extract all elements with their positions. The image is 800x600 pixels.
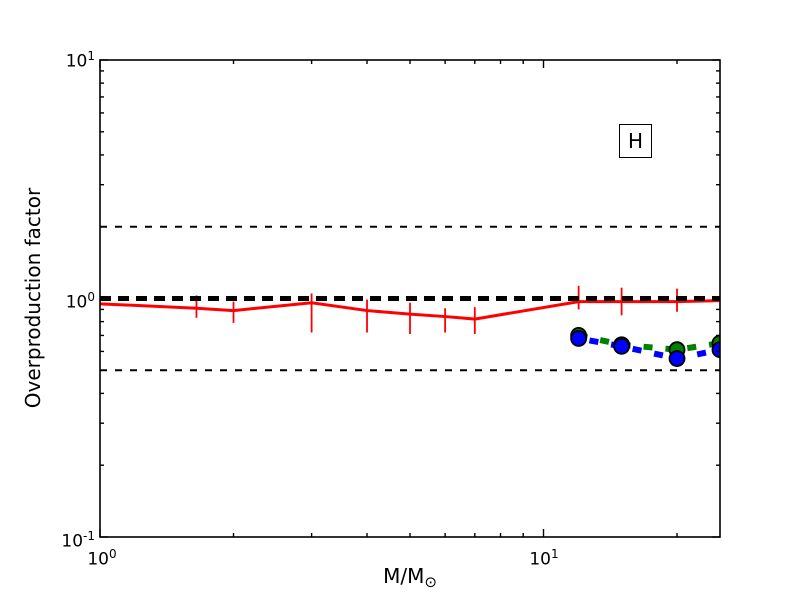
blue-dashed-circles-marker [668, 350, 686, 367]
x-axis-label: M/M⊙ [383, 564, 437, 591]
x-tick-label-1e0: 100 [87, 547, 117, 570]
legend-annotation-box: H [619, 124, 652, 158]
x-tick-label-1e1: 101 [529, 547, 559, 570]
plot-area [100, 225, 720, 372]
y-tick-label-1e-1: 10-1 [61, 529, 95, 552]
green-dashed-circles-line [577, 332, 720, 353]
blue-dashed-circles-marker [613, 337, 631, 355]
y-tick-label-1e1: 101 [65, 49, 95, 72]
sun-symbol: ⊙ [424, 573, 437, 591]
red-series-line [100, 299, 720, 321]
y-tick-label-1e0: 100 [65, 290, 95, 313]
x-axis-label-text: M/M [383, 564, 425, 588]
blue-dashed-circles-line [578, 335, 720, 362]
blue-dashed-circles-marker [711, 341, 720, 359]
y-axis-label: Overproduction factor [21, 187, 45, 409]
blue-dashed-circles-marker [570, 330, 588, 347]
